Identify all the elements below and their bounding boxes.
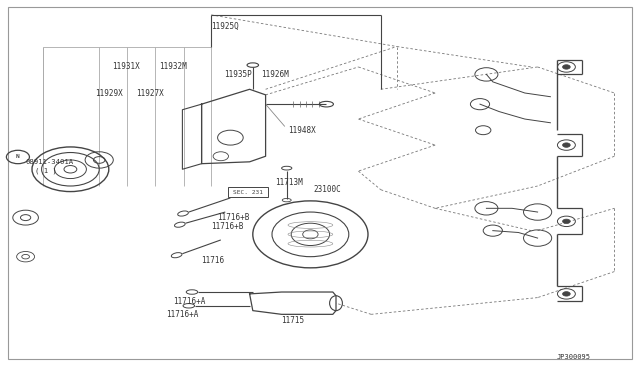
Text: 11716+A: 11716+A xyxy=(166,310,199,319)
Text: 08911-3401A: 08911-3401A xyxy=(26,159,74,165)
Text: 11716+B: 11716+B xyxy=(218,213,250,222)
Text: JP300095: JP300095 xyxy=(557,354,591,360)
Text: N: N xyxy=(16,154,20,160)
Text: ( 1 ): ( 1 ) xyxy=(35,168,57,174)
Text: 11716+B: 11716+B xyxy=(211,222,244,231)
Circle shape xyxy=(563,143,570,147)
FancyBboxPatch shape xyxy=(228,187,268,197)
Text: SEC. 231: SEC. 231 xyxy=(233,190,262,195)
Text: 11929X: 11929X xyxy=(95,89,122,97)
Text: 11931X: 11931X xyxy=(112,62,140,71)
Text: 11713M: 11713M xyxy=(275,178,303,187)
Text: 11935P: 11935P xyxy=(224,70,252,79)
Text: 23100C: 23100C xyxy=(314,185,341,194)
Text: 11927X: 11927X xyxy=(136,89,164,97)
Text: 11926M: 11926M xyxy=(261,70,289,79)
Text: 11932M: 11932M xyxy=(159,62,186,71)
Circle shape xyxy=(563,292,570,296)
Circle shape xyxy=(563,219,570,224)
Circle shape xyxy=(563,65,570,69)
Text: 11925Q: 11925Q xyxy=(211,22,239,31)
Text: 11716: 11716 xyxy=(202,256,225,265)
Text: 11948X: 11948X xyxy=(288,126,316,135)
Text: 11716+A: 11716+A xyxy=(173,297,205,306)
Text: 11715: 11715 xyxy=(282,316,305,325)
